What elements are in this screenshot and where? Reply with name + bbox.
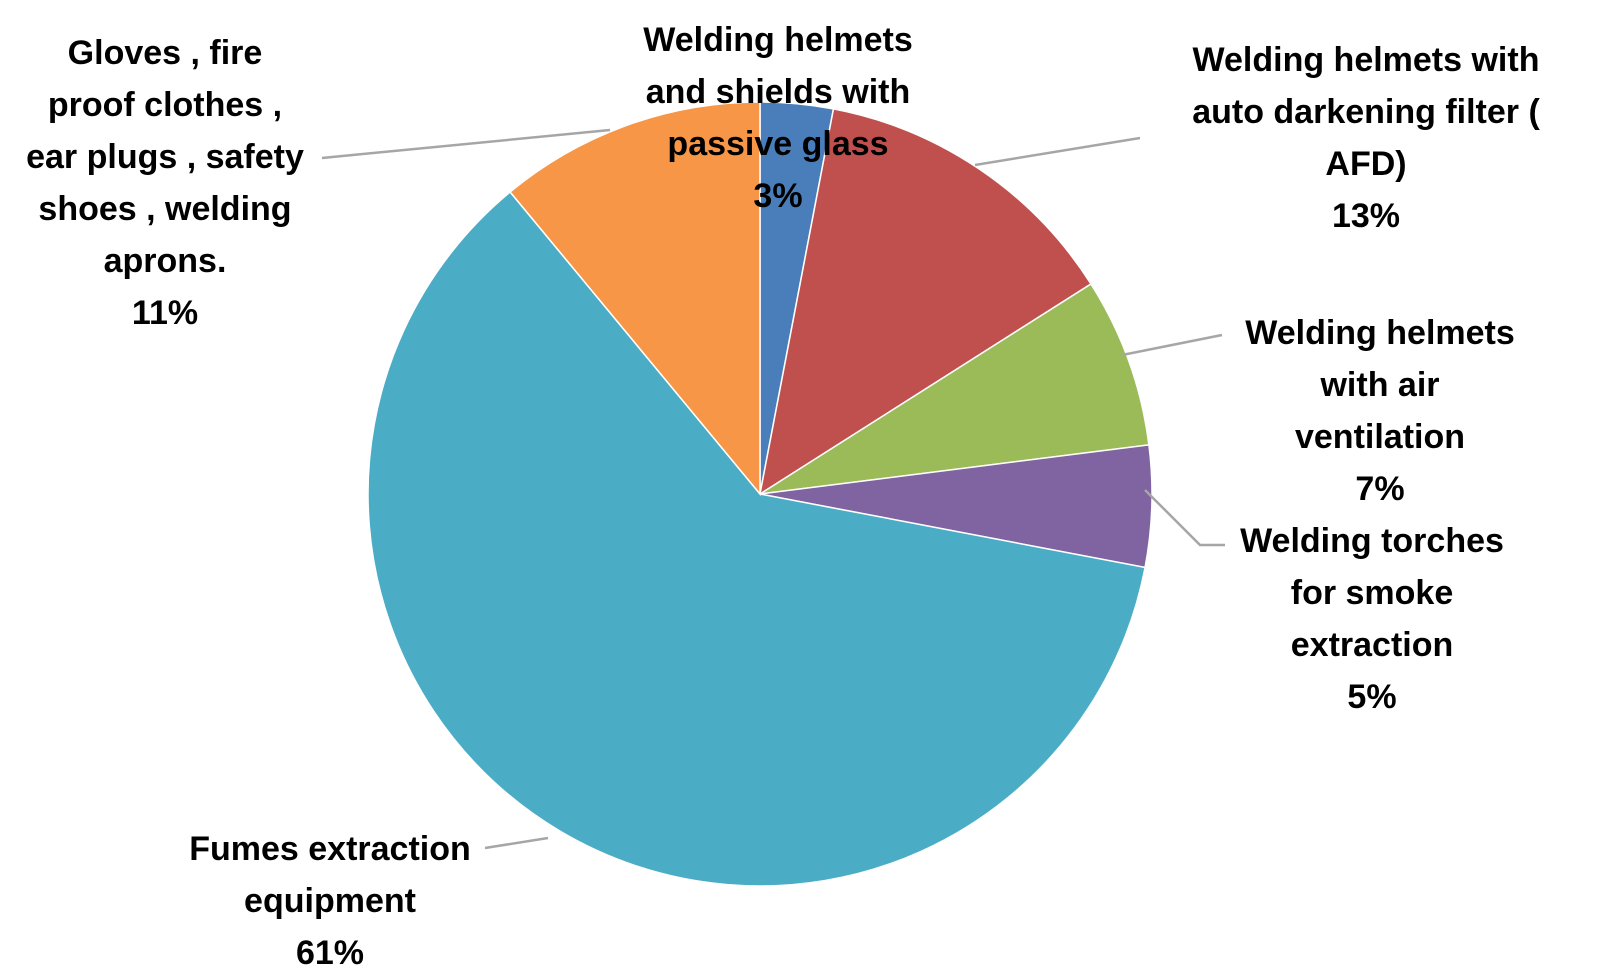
data-label-value: 5% (1347, 678, 1396, 716)
data-label-line: ventilation (1295, 418, 1465, 456)
data-labels: Welding helmets and shields with passive g… (26, 21, 1540, 972)
data-label-value: 3% (753, 177, 802, 215)
data-label-line: auto darkening filter ( (1192, 93, 1540, 131)
data-label-welding-helmets: Welding helmets and shields with passive g… (643, 21, 913, 215)
data-label-value: 11% (132, 294, 198, 332)
data-label-line: proof clothes , (48, 86, 282, 124)
data-label-line: extraction (1291, 626, 1454, 664)
data-label-line: equipment (244, 882, 416, 920)
pie-slice-welding-helmets (759, 282, 1150, 495)
data-label-line: and shields with (646, 73, 910, 111)
data-label-welding-helmets-with: Welding helmets with auto darkening filte… (1192, 41, 1540, 235)
data-label-line: shoes , welding (38, 190, 291, 228)
leader-line-welding-helmets-with (974, 136, 1141, 167)
leader-line-fumes-extraction (484, 836, 549, 850)
data-label-line: Fumes extraction (189, 830, 471, 868)
data-label-line: passive glass (667, 125, 888, 163)
data-label-value: 61% (296, 934, 364, 972)
data-label-line: Gloves , fire (68, 34, 263, 72)
leader-line-welding-torches (1144, 489, 1225, 547)
leader-lines (321, 128, 1225, 850)
data-label-gloves-fire: Gloves , fire proof clothes , ear plugs , … (26, 34, 304, 332)
data-label-line: Welding helmets (1245, 314, 1515, 352)
leader-line-welding-helmets (1121, 333, 1223, 357)
data-label-welding-torches: Welding torches for smoke extraction 5% (1240, 522, 1504, 716)
pie-slice-fumes-extraction (367, 190, 1146, 887)
leader-line-gloves-fire (321, 128, 611, 160)
data-label-line: Welding helmets with (1193, 41, 1540, 79)
pie-slice-welding-helmets-with (758, 108, 1093, 496)
data-label-line: Welding torches (1240, 522, 1504, 560)
pie-slice-gloves-fire (509, 101, 761, 497)
data-label-line: Welding helmets (643, 21, 913, 59)
data-label-value: 13% (1332, 197, 1400, 235)
data-label-line: AFD) (1325, 145, 1406, 183)
pie-slices (367, 101, 1153, 887)
data-label-welding-helmets: Welding helmets with air ventilation 7% (1245, 314, 1515, 508)
data-label-line: aprons. (104, 242, 227, 280)
data-label-line: for smoke (1291, 574, 1454, 612)
data-label-line: ear plugs , safety (26, 138, 304, 176)
data-label-line: with air (1319, 366, 1439, 404)
data-label-fumes-extraction: Fumes extraction equipment 61% (189, 830, 471, 972)
data-label-value: 7% (1355, 470, 1404, 508)
